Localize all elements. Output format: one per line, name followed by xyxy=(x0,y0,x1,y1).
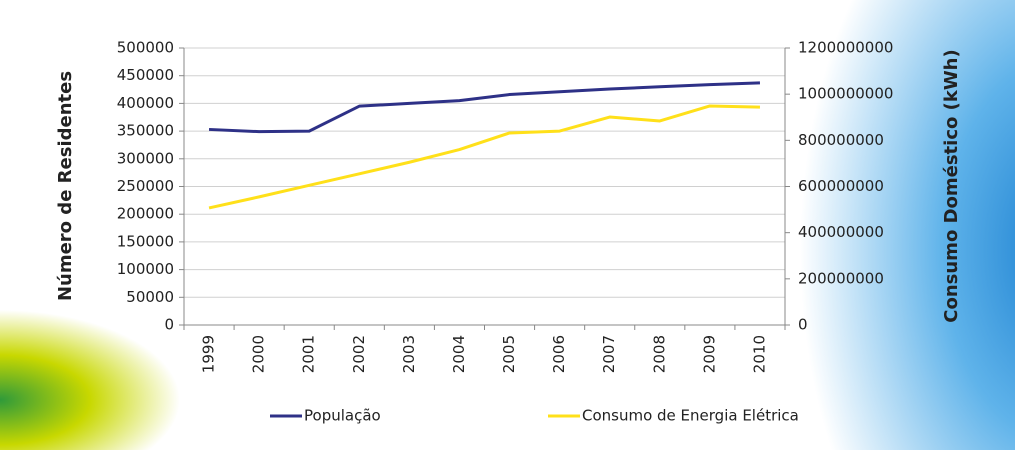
y2-tick-label: 800000000 xyxy=(798,131,884,149)
y2-tick-label: 600000000 xyxy=(798,177,884,195)
y2-tick-label: 1200000000 xyxy=(798,39,893,57)
y-axis-title: Número de Residentes xyxy=(55,71,76,301)
y-tick-label: 0 xyxy=(164,316,174,334)
y2-tick-label: 1000000000 xyxy=(798,85,893,103)
y2-tick-label: 400000000 xyxy=(798,223,884,241)
x-tick-label: 2002 xyxy=(350,335,368,373)
line-series xyxy=(208,104,760,210)
x-tick-label: 2001 xyxy=(300,335,318,373)
x-tick-label: 2003 xyxy=(400,335,418,373)
x-tick-label: 2007 xyxy=(600,335,618,373)
x-tick-label: 2005 xyxy=(500,335,518,373)
y-tick-label: 350000 xyxy=(117,122,174,140)
y-tick-label: 150000 xyxy=(117,232,174,250)
x-tick-label: 2006 xyxy=(550,335,568,373)
y2-tick-label: 0 xyxy=(798,316,808,334)
y-tick-label: 300000 xyxy=(117,149,174,167)
x-tick-label: 2009 xyxy=(700,335,718,373)
y2-axis-title: Consumo Doméstico (kWh) xyxy=(941,49,962,322)
line-series xyxy=(208,81,761,134)
legend-label: População xyxy=(304,407,381,425)
x-tick-label: 2004 xyxy=(450,335,468,373)
y-tick-label: 250000 xyxy=(117,177,174,195)
y-tick-label: 450000 xyxy=(117,66,174,84)
legend-label: Consumo de Energia Elétrica xyxy=(582,407,799,425)
x-tick-label: 2008 xyxy=(650,335,668,373)
y-tick-label: 200000 xyxy=(117,205,174,223)
x-tick-label: 2010 xyxy=(750,335,768,373)
y2-tick-label: 200000000 xyxy=(798,269,884,287)
y-tick-label: 50000 xyxy=(126,288,174,306)
x-tick-label: 2000 xyxy=(250,335,268,373)
y-tick-label: 400000 xyxy=(117,94,174,112)
y-tick-label: 100000 xyxy=(117,260,174,278)
y-tick-label: 500000 xyxy=(117,39,174,57)
x-tick-label: 1999 xyxy=(200,335,218,373)
